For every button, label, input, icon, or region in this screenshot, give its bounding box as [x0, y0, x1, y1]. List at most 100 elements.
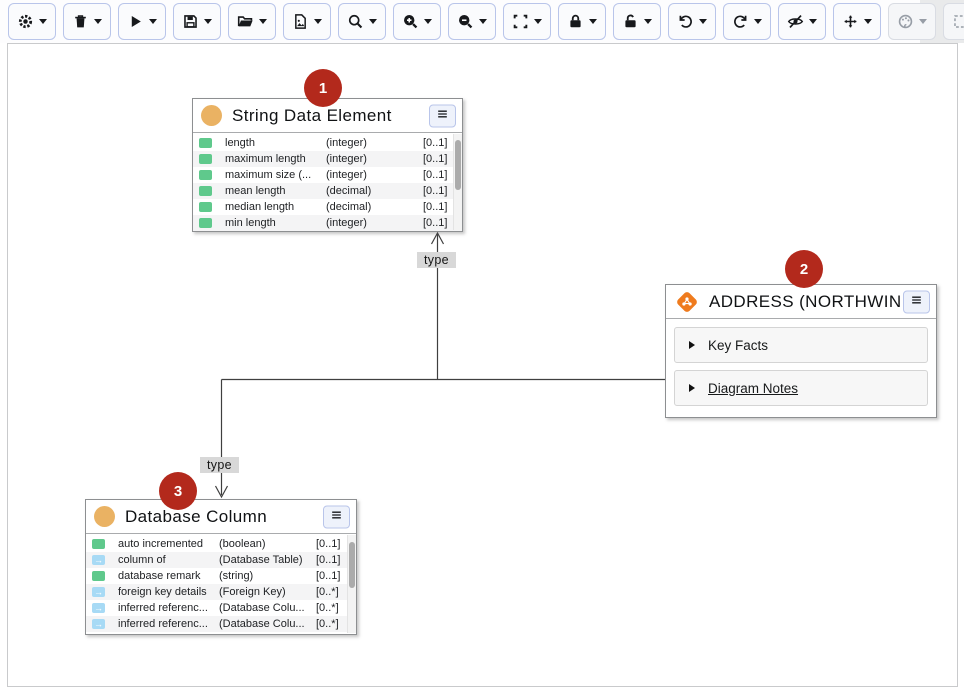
attribute-name: database remark: [118, 570, 201, 582]
section-list: Key Facts Diagram Notes: [666, 319, 936, 406]
attribute-cardinality: [0..1]: [316, 554, 341, 566]
lock-button[interactable]: [558, 3, 606, 40]
attribute-type: (boolean): [219, 538, 266, 550]
node-title: String Data Element: [232, 105, 392, 125]
attribute-row[interactable]: maximum size (... (integer) [0..1]: [193, 167, 462, 183]
menu-icon: [329, 508, 344, 526]
attribute-row[interactable]: foreign key details (Foreign Key) [0..*]: [86, 584, 356, 600]
attribute-name: min length: [225, 217, 276, 229]
attribute-type: (Database Colu...: [219, 602, 305, 614]
relation-icon: [92, 619, 105, 629]
delete-button[interactable]: [63, 3, 111, 40]
attribute-row[interactable]: mean length (decimal) [0..1]: [193, 183, 462, 199]
node-string-data-element[interactable]: String Data Element length (integer) [0.…: [192, 98, 463, 232]
caret-down-icon: [809, 19, 817, 24]
folder-open-icon: [237, 13, 254, 30]
play-icon: [127, 13, 144, 30]
gear-icon: [17, 13, 34, 30]
attribute-cardinality: [0..1]: [316, 570, 341, 582]
attribute-row[interactable]: inferred referenc... (Database Colu... […: [86, 600, 356, 616]
node-address-northwind[interactable]: ADDRESS (NORTHWIN... Key Facts Diagram N…: [665, 284, 937, 418]
attribute-cardinality: [0..1]: [423, 201, 448, 213]
redo-button[interactable]: [723, 3, 771, 40]
trash-icon: [72, 13, 89, 30]
collapsible-section[interactable]: Key Facts: [674, 327, 928, 363]
attribute-cardinality: [0..*]: [316, 618, 339, 630]
fit-to-screen-button[interactable]: [503, 3, 551, 40]
attribute-cardinality: [0..1]: [423, 185, 448, 197]
search-icon: [347, 13, 364, 30]
caret-down-icon: [644, 19, 652, 24]
attribute-row[interactable]: maximum length (integer) [0..1]: [193, 151, 462, 167]
collapsible-section[interactable]: Diagram Notes: [674, 370, 928, 406]
attribute-icon: [199, 138, 212, 148]
attribute-row[interactable]: min length (integer) [0..1]: [193, 215, 462, 231]
data-element-circle-icon: [94, 506, 115, 527]
scrollbar-thumb[interactable]: [455, 140, 461, 190]
attribute-cardinality: [0..*]: [316, 602, 339, 614]
attribute-cardinality: [0..1]: [316, 538, 341, 550]
attribute-row[interactable]: length (integer) [0..1]: [193, 135, 462, 151]
attribute-row[interactable]: median length (decimal) [0..1]: [193, 199, 462, 215]
attribute-cardinality: [0..1]: [423, 137, 448, 149]
zoom-out-icon: [457, 13, 474, 30]
attribute-name: auto incremented: [118, 538, 203, 550]
step-badge-2: 2: [785, 250, 823, 288]
scrollbar-thumb[interactable]: [349, 542, 355, 588]
move-button[interactable]: [833, 3, 881, 40]
caret-down-icon: [314, 19, 322, 24]
attribute-name: inferred referenc...: [118, 618, 208, 630]
node-menu-button[interactable]: [429, 104, 456, 127]
export-image-button[interactable]: [283, 3, 331, 40]
lock-icon: [567, 13, 584, 30]
node-database-column[interactable]: Database Column auto incremented (boolea…: [85, 499, 357, 635]
attribute-name: maximum size (...: [225, 169, 312, 181]
attribute-type: (Database Table): [219, 554, 303, 566]
attribute-type: (Foreign Key): [219, 586, 286, 598]
caret-down-icon: [369, 19, 377, 24]
search-button[interactable]: [338, 3, 386, 40]
attribute-icon: [199, 154, 212, 164]
attribute-name: maximum length: [225, 153, 306, 165]
node-menu-button[interactable]: [903, 290, 930, 313]
attribute-icon: [199, 218, 212, 228]
save-button[interactable]: [173, 3, 221, 40]
attribute-type: (integer): [326, 137, 367, 149]
diagram-notes-link[interactable]: Diagram Notes: [708, 380, 799, 396]
attribute-cardinality: [0..1]: [423, 217, 448, 229]
save-icon: [182, 13, 199, 30]
attribute-row[interactable]: inferred referenc... (Database Colu... […: [86, 616, 356, 632]
caret-down-icon: [699, 19, 707, 24]
attribute-row[interactable]: column of (Database Table) [0..1]: [86, 552, 356, 568]
attribute-type: (decimal): [326, 185, 372, 197]
diagram-canvas[interactable]: type type String Data Element length: [7, 43, 958, 687]
attribute-name: length: [225, 137, 255, 149]
node-header: ADDRESS (NORTHWIN...: [666, 285, 936, 319]
zoom-out-button[interactable]: [448, 3, 496, 40]
node-menu-button[interactable]: [323, 505, 350, 528]
fit-screen-icon: [512, 13, 529, 30]
attribute-row[interactable]: auto incremented (boolean) [0..1]: [86, 536, 356, 552]
caret-down-icon: [94, 19, 102, 24]
relation-icon: [92, 603, 105, 613]
zoom-in-button[interactable]: [393, 3, 441, 40]
selection-button: [943, 3, 964, 40]
attribute-type: (integer): [326, 153, 367, 165]
play-button[interactable]: [118, 3, 166, 40]
unlock-button[interactable]: [613, 3, 661, 40]
open-button[interactable]: [228, 3, 276, 40]
caret-down-icon: [479, 19, 487, 24]
settings-button[interactable]: [8, 3, 56, 40]
data-element-circle-icon: [201, 105, 222, 126]
caret-down-icon: [39, 19, 47, 24]
hide-button[interactable]: [778, 3, 826, 40]
attribute-name: foreign key details: [118, 586, 207, 598]
attribute-list: length (integer) [0..1] maximum length (…: [193, 133, 462, 231]
attribute-row[interactable]: database remark (string) [0..1]: [86, 568, 356, 584]
edge-label-type-1[interactable]: type: [417, 252, 456, 268]
caret-down-icon: [589, 19, 597, 24]
attribute-name: column of: [118, 554, 166, 566]
attribute-icon: [199, 170, 212, 180]
edge-label-type-2[interactable]: type: [200, 457, 239, 473]
undo-button[interactable]: [668, 3, 716, 40]
